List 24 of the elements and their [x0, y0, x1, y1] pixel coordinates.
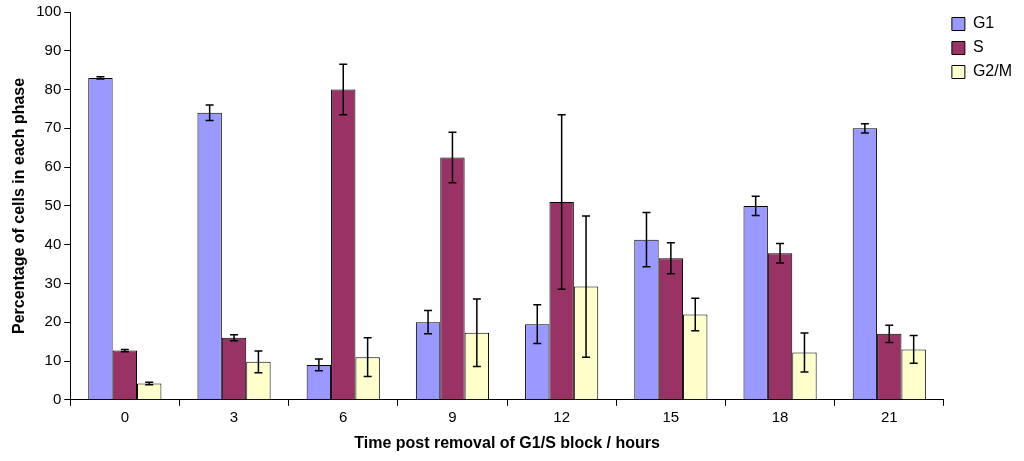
- legend-label: S: [972, 38, 984, 56]
- y-tick-label: 10: [44, 351, 62, 369]
- y-tick-label: 90: [44, 40, 62, 58]
- x-tick-label: 12: [553, 407, 570, 425]
- x-tick-label: 0: [120, 407, 129, 425]
- y-tick-label: 100: [36, 2, 62, 20]
- y-tick-label: 70: [44, 118, 62, 136]
- x-tick-label: 15: [662, 407, 680, 425]
- x-tick-label: 21: [880, 407, 898, 425]
- y-tick-label: 40: [44, 234, 62, 252]
- x-tick-label: 18: [771, 407, 789, 425]
- legend-label: G2/M: [972, 62, 1013, 80]
- y-tick-label: 80: [44, 79, 62, 97]
- x-axis-title: Time post removal of G1/S block / hours: [354, 433, 660, 451]
- x-tick-label: 6: [339, 407, 348, 425]
- y-tick-label: 20: [44, 312, 62, 330]
- y-tick-label: 50: [44, 196, 62, 214]
- y-tick-label: 30: [44, 273, 62, 291]
- y-tick-label: 60: [44, 157, 62, 175]
- legend-label: G1: [972, 14, 995, 32]
- x-tick-label: 9: [448, 407, 457, 425]
- y-tick-label: 0: [52, 389, 62, 407]
- y-axis-title: Percentage of cells in each phase: [10, 77, 28, 334]
- x-tick-label: 3: [229, 407, 239, 425]
